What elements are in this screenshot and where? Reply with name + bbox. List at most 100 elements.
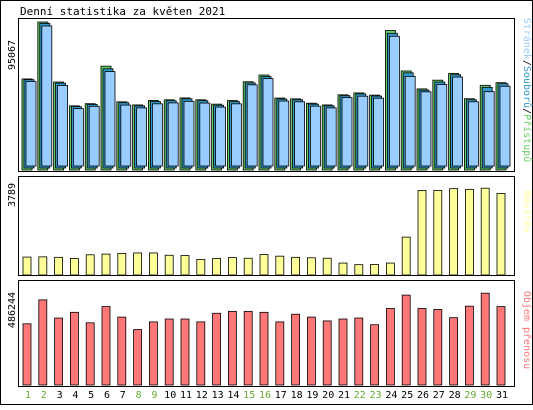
bar-stránek-day-26 xyxy=(420,91,432,167)
x-tick-label-day-15: 15 xyxy=(243,390,255,401)
bar-visits-day-22 xyxy=(354,264,364,276)
bar-kbytes-day-9 xyxy=(148,321,158,386)
bar-kbytes-day-16 xyxy=(259,311,269,386)
bar-stránek-day-17 xyxy=(278,100,290,167)
bar-kbytes-day-19 xyxy=(306,316,316,386)
panel-kbytes-frame xyxy=(18,280,515,387)
legend-part: Stránek xyxy=(521,18,533,60)
legend-kbytes: Objem přenosu xyxy=(521,291,533,369)
x-tick-label-day-4: 4 xyxy=(72,390,78,401)
x-tick-label-day-30: 30 xyxy=(480,390,492,401)
x-tick-label-day-23: 23 xyxy=(370,390,382,401)
bar-stránek-day-4 xyxy=(73,108,84,167)
bar-stránek-day-31 xyxy=(499,85,511,167)
bar-visits-day-5 xyxy=(85,254,95,276)
bar-kbytes-day-1 xyxy=(22,323,32,386)
bar-visits-day-7 xyxy=(117,253,127,276)
x-tick-label-day-7: 7 xyxy=(120,390,126,401)
panel-hits-frame xyxy=(18,18,515,172)
x-tick-label-day-17: 17 xyxy=(275,390,287,401)
bar-stránek-day-25 xyxy=(404,76,416,167)
chart-title: Denní statistika za květen 2021 xyxy=(20,5,225,18)
bar-kbytes-day-30 xyxy=(480,292,490,386)
bar-visits-day-23 xyxy=(370,264,380,276)
bar-stránek-day-3 xyxy=(57,85,68,167)
bar-stránek-day-19 xyxy=(309,105,321,167)
x-tick-label-day-27: 27 xyxy=(433,390,445,401)
bar-kbytes-day-8 xyxy=(133,329,143,386)
legend-visits: Návštěv xyxy=(521,191,533,233)
bar-kbytes-day-20 xyxy=(322,320,332,386)
x-tick-label-day-26: 26 xyxy=(417,390,429,401)
panel-visits-frame xyxy=(18,176,515,276)
bar-visits-day-9 xyxy=(148,252,158,276)
bar-visits-day-28 xyxy=(449,188,459,276)
x-tick-label-day-2: 2 xyxy=(41,390,47,401)
legend-part: Souborů xyxy=(521,66,533,108)
bar-visits-day-4 xyxy=(70,258,79,276)
x-tick-label-day-19: 19 xyxy=(306,390,318,401)
x-tick-label-day-24: 24 xyxy=(385,390,397,401)
x-tick-label-day-14: 14 xyxy=(227,390,239,401)
bar-kbytes-day-25 xyxy=(401,294,411,386)
bar-stránek-day-22 xyxy=(357,95,369,167)
x-tick-label-day-18: 18 xyxy=(291,390,303,401)
bar-stránek-day-27 xyxy=(436,84,448,167)
bar-visits-day-24 xyxy=(385,262,395,276)
bar-kbytes-day-21 xyxy=(338,318,348,386)
x-tick-label-day-31: 31 xyxy=(496,390,508,401)
bar-stránek-day-7 xyxy=(120,104,132,167)
bar-visits-day-29 xyxy=(464,188,474,276)
bar-visits-day-14 xyxy=(227,257,237,276)
x-tick-label-day-12: 12 xyxy=(196,390,208,401)
x-tick-label-day-3: 3 xyxy=(57,390,63,401)
bar-stránek-day-9 xyxy=(151,103,163,167)
bar-visits-day-18 xyxy=(291,256,301,276)
bar-kbytes-day-24 xyxy=(385,308,395,386)
bar-kbytes-day-12 xyxy=(196,321,206,386)
bar-visits-day-6 xyxy=(101,253,111,276)
x-tick-label-day-6: 6 xyxy=(104,390,110,401)
bar-stránek-day-28 xyxy=(452,76,464,167)
bar-visits-day-25 xyxy=(401,236,411,276)
y-max-label-visits: 3789 xyxy=(7,183,18,207)
bar-stránek-day-18 xyxy=(294,101,306,167)
bar-kbytes-day-3 xyxy=(54,317,63,386)
bar-stránek-day-24 xyxy=(388,35,400,167)
x-tick-label-day-13: 13 xyxy=(212,390,224,401)
bar-kbytes-day-6 xyxy=(101,306,111,386)
bar-stránek-day-29 xyxy=(467,101,479,167)
x-tick-label-day-11: 11 xyxy=(180,390,192,401)
bar-kbytes-day-31 xyxy=(496,306,506,386)
x-tick-label-day-28: 28 xyxy=(449,390,461,401)
bar-stránek-day-16 xyxy=(262,78,274,167)
x-tick-label-day-8: 8 xyxy=(136,390,142,401)
x-tick-label-day-1: 1 xyxy=(25,390,31,401)
legend-hits-files-pages: Stránek/Souborů/Přístupů xyxy=(521,18,533,163)
bar-stránek-day-15 xyxy=(246,84,258,167)
bar-stránek-day-2 xyxy=(41,25,53,167)
x-tick-label-day-29: 29 xyxy=(464,390,476,401)
bar-stránek-day-11 xyxy=(183,100,195,167)
bar-stránek-day-1 xyxy=(25,81,37,167)
bar-stránek-day-20 xyxy=(325,107,337,167)
legend-part: / xyxy=(521,108,532,114)
bar-kbytes-day-26 xyxy=(417,308,427,386)
x-tick-label-day-21: 21 xyxy=(338,390,350,401)
bar-visits-day-31 xyxy=(496,193,506,276)
bar-visits-day-2 xyxy=(38,256,48,276)
bar-visits-day-20 xyxy=(322,257,332,276)
bar-stránek-day-30 xyxy=(483,91,495,167)
bar-kbytes-day-2 xyxy=(38,299,48,386)
bar-visits-day-21 xyxy=(338,262,348,276)
bar-visits-day-19 xyxy=(306,257,316,276)
bar-kbytes-day-14 xyxy=(227,310,237,386)
bar-kbytes-day-7 xyxy=(117,316,127,386)
bar-stránek-day-8 xyxy=(136,107,148,167)
bar-kbytes-day-27 xyxy=(433,309,443,386)
bar-visits-day-26 xyxy=(417,190,427,276)
bar-kbytes-day-17 xyxy=(275,321,285,386)
